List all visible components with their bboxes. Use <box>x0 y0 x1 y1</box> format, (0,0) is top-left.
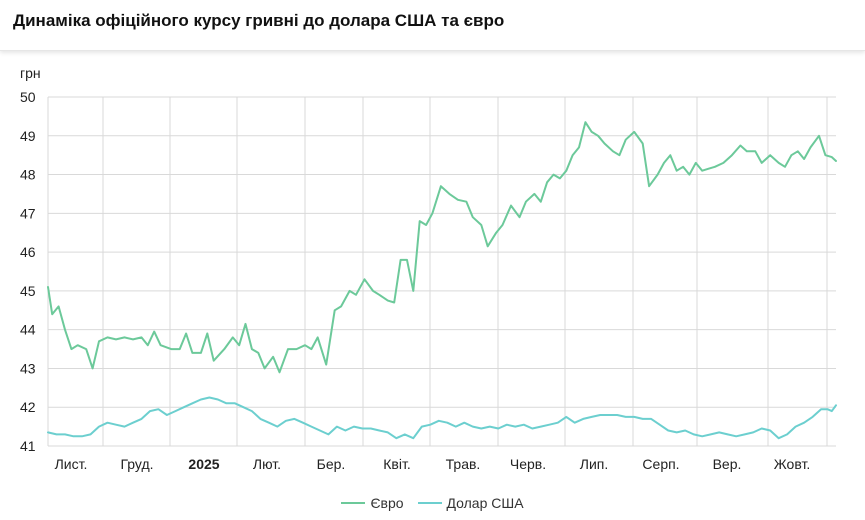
chart-legend: Євро Долар США <box>0 493 865 513</box>
x-axis: Лист. Груд. 2025 Лют. Бер. Квіт. Трав. Черв. Лип… <box>55 456 811 472</box>
legend-item-usd[interactable]: Долар США <box>417 493 524 513</box>
legend-label: Євро <box>370 495 404 511</box>
y-tick-label: 41 <box>20 438 36 454</box>
x-tick-label: Лист. <box>55 456 88 472</box>
y-tick-label: 42 <box>20 399 36 415</box>
header-bar: Динаміка офіційного курсу гривні до дола… <box>0 0 865 51</box>
x-tick-label: Груд. <box>120 456 153 472</box>
x-tick-label: Черв. <box>510 456 546 472</box>
x-tick-label: Серп. <box>642 456 679 472</box>
y-axis: 41 42 43 44 45 46 47 48 49 50 грн <box>20 65 41 454</box>
y-tick-label: 44 <box>20 322 36 338</box>
x-tick-label: Лют. <box>253 456 281 472</box>
legend-swatch <box>341 502 366 504</box>
x-tick-label: Вер. <box>713 456 742 472</box>
legend-label: Долар США <box>446 495 524 511</box>
y-tick-label: 47 <box>20 205 36 221</box>
y-tick-label: 46 <box>20 244 36 260</box>
legend-item-euro[interactable]: Євро <box>341 493 404 513</box>
x-tick-label: Трав. <box>446 456 481 472</box>
legend-swatch <box>417 502 442 504</box>
series-line-usd <box>47 396 837 440</box>
x-tick-label: Квіт. <box>383 456 410 472</box>
x-tick-label: Лип. <box>580 456 608 472</box>
series-line-euro <box>47 121 837 374</box>
x-tick-label: Жовт. <box>774 456 810 472</box>
chart-lines <box>47 121 837 440</box>
y-tick-label: 45 <box>20 283 36 299</box>
y-tick-label: 49 <box>20 128 36 144</box>
y-tick-label: 50 <box>20 89 36 105</box>
x-tick-label: 2025 <box>188 456 219 472</box>
y-tick-label: 43 <box>20 360 36 376</box>
page-title: Динаміка офіційного курсу гривні до дола… <box>13 11 505 30</box>
y-tick-label: 48 <box>20 167 36 183</box>
x-tick-label: Бер. <box>317 456 346 472</box>
y-unit-label: грн <box>20 65 41 81</box>
chart-grid <box>47 96 836 447</box>
